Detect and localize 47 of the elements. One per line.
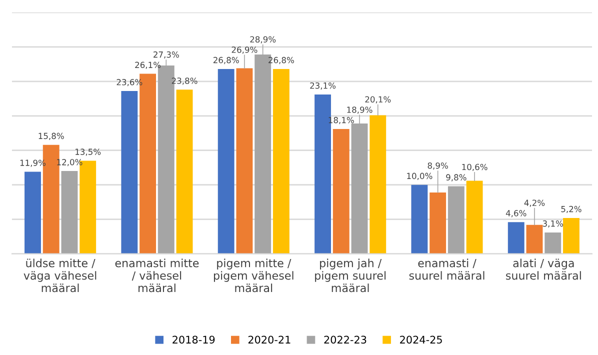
x-tick-label: alati / väga suurel määral	[506, 258, 581, 280]
legend-label: 2024-25	[400, 336, 442, 344]
bar	[544, 232, 562, 254]
legend-label: 2022-23	[324, 336, 366, 344]
data-label: 26,1%	[135, 62, 161, 69]
bar	[24, 172, 41, 254]
bar	[526, 224, 543, 254]
data-label: 15,8%	[38, 132, 64, 140]
data-label: 10,6%	[462, 164, 488, 171]
data-label: 20,1%	[365, 96, 391, 104]
bar	[332, 128, 350, 254]
data-label: 23,1%	[310, 82, 336, 90]
bar	[370, 115, 386, 254]
bar	[448, 186, 464, 254]
data-label: 5,2%	[561, 206, 582, 214]
data-label: 23,8%	[172, 78, 198, 85]
x-tick-label: pigem jah / pigem suurel määral	[315, 258, 386, 292]
bar	[563, 218, 580, 254]
x-tick-label: enamasti / suurel määral	[409, 258, 484, 280]
data-label: 27,3%	[154, 51, 179, 59]
x-tick-label: enamasti mitte / vähesel määral	[115, 258, 199, 292]
legend-label: 2020-21	[248, 336, 290, 344]
data-label: 28,9%	[250, 36, 276, 44]
data-label: 3,1%	[542, 220, 563, 228]
data-label: 26,9%	[232, 46, 258, 54]
bar	[61, 171, 78, 254]
data-label: 9,8%	[446, 174, 466, 182]
bar	[121, 91, 138, 254]
data-label: 13,5%	[76, 148, 101, 156]
legend-label: 2018-19	[172, 336, 215, 344]
data-label: 8,9%	[428, 162, 448, 170]
data-label: 4,2%	[524, 200, 545, 207]
x-tick-label: üldse mitte / väga vähesel määral	[24, 258, 96, 292]
bar	[466, 180, 483, 254]
data-label: 26,8%	[268, 56, 294, 64]
bar	[236, 68, 253, 254]
bar	[411, 184, 428, 254]
bar	[508, 222, 524, 254]
data-label: 4,6%	[506, 210, 526, 218]
data-label: 10,0%	[407, 172, 432, 180]
data-label: 26,8%	[213, 56, 239, 64]
data-label: 18,9%	[347, 106, 372, 114]
x-tick-label: pigem mitte / pigem vähesel määral	[214, 258, 294, 292]
bar	[218, 68, 234, 254]
bar	[430, 192, 446, 254]
bar	[176, 90, 193, 254]
bar	[272, 68, 290, 254]
